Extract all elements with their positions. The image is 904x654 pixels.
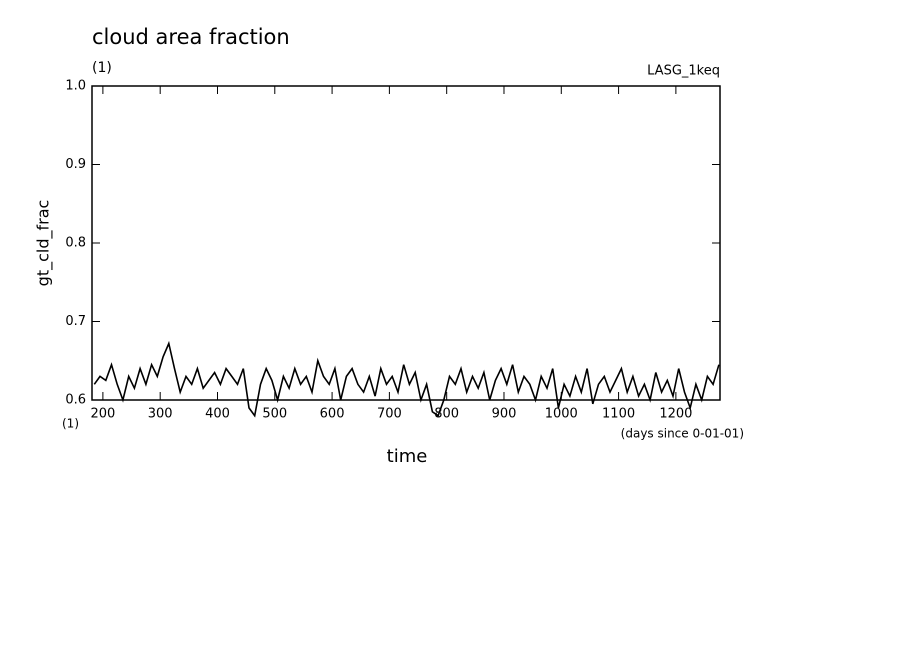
y-tick-label: 0.6 (65, 393, 86, 408)
y-tick-label: 1.0 (65, 79, 86, 94)
x-tick-label: 600 (320, 407, 345, 422)
x-tick-label: 200 (90, 407, 115, 422)
y-axis-label: gt_cld_frac (34, 200, 54, 287)
chart-title: cloud area fraction (92, 25, 290, 49)
data-line (93, 340, 720, 418)
y-tick-label: 0.8 (65, 236, 86, 251)
plot-frame (91, 85, 721, 401)
x-tick-label: 300 (148, 407, 173, 422)
y-tick-label: 0.7 (65, 314, 86, 329)
x-tick-label: 1100 (602, 407, 635, 422)
x-units: (1) (62, 417, 79, 431)
x-tick-label: 400 (205, 407, 230, 422)
x-axis-label: time (387, 446, 428, 467)
x-tick-label: 500 (262, 407, 287, 422)
x-tick-label: 1200 (659, 407, 692, 422)
x-tick-label: 1000 (545, 407, 578, 422)
y-units: (1) (92, 60, 112, 76)
x-tick-label: 900 (492, 407, 517, 422)
x-note: (days since 0-01-01) (621, 427, 744, 441)
x-tick-label: 700 (377, 407, 402, 422)
y-tick-label: 0.9 (65, 157, 86, 172)
run-label: LASG_1keq (647, 64, 720, 79)
